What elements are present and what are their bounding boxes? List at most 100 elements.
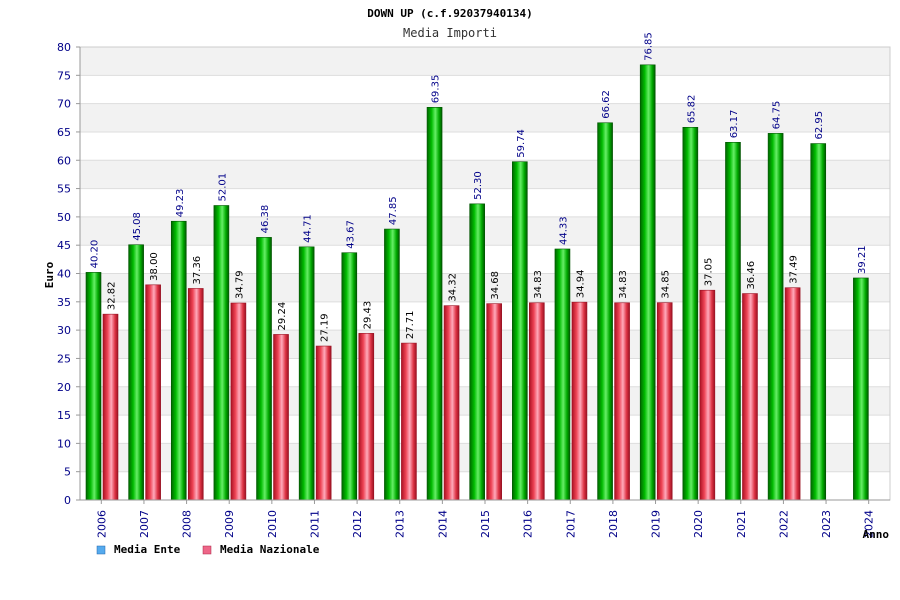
value-labels: 40.20 32.82 45.08 38.00 49.23 37.36 52.01 34.79…	[90, 32, 868, 342]
value-label-ente-2013: 47.85	[388, 196, 399, 225]
legend: Media Ente Media Nazionale	[96, 543, 320, 556]
grid-band	[80, 131, 890, 161]
y-tick-label: 5	[64, 466, 71, 479]
y-tick-label: 50	[57, 211, 71, 224]
x-tick-label-2019: 2019	[650, 510, 663, 538]
value-label-ente-2021: 63.17	[729, 110, 740, 139]
x-tick-label-2009: 2009	[223, 510, 236, 538]
x-axis-label: Anno	[863, 528, 890, 541]
value-label-ente-2008: 49.23	[175, 189, 186, 218]
value-label-ente-2011: 44.71	[303, 214, 314, 243]
value-label-nazionale-2022: 37.49	[789, 255, 800, 284]
y-tick-label: 80	[57, 41, 71, 54]
value-label-nazionale-2017: 34.94	[575, 270, 586, 299]
grid-band	[80, 103, 890, 132]
value-label-nazionale-2020: 37.05	[703, 258, 714, 287]
bar-ente-2008	[170, 220, 187, 501]
bars	[85, 64, 869, 501]
value-label-nazionale-2016: 34.83	[533, 270, 544, 299]
value-label-ente-2017: 44.33	[558, 216, 569, 245]
x-tick-label-2008: 2008	[181, 510, 194, 538]
bar-nazionale-2014	[443, 305, 460, 501]
y-tick-label: 20	[57, 381, 71, 394]
y-tick-label: 40	[57, 268, 71, 281]
value-label-nazionale-2008: 37.36	[192, 256, 203, 285]
value-label-ente-2019: 76.85	[644, 32, 655, 61]
x-tick-label-2018: 2018	[607, 510, 620, 538]
bar-ente-2019	[639, 64, 656, 501]
bar-nazionale-2008	[187, 288, 204, 501]
bar-nazionale-2007	[145, 284, 161, 501]
bar-ente-2024	[853, 277, 869, 501]
bar-ente-2022	[767, 133, 784, 501]
x-tick-label-2017: 2017	[564, 510, 577, 538]
x-tick-label-2020: 2020	[692, 510, 705, 538]
y-tick-label: 45	[57, 239, 71, 252]
legend-swatch-ente	[96, 545, 106, 555]
bar-ente-2020	[682, 126, 699, 501]
value-label-nazionale-2009: 34.79	[234, 270, 245, 299]
x-axis: 2006 2007 2008 2009 2010 2011 2012 2013 2014 2015…	[80, 499, 890, 538]
bar-nazionale-2011	[315, 345, 332, 501]
y-tick-label: 75	[57, 69, 71, 82]
bar-ente-2023	[810, 143, 827, 501]
bar-nazionale-2016	[529, 302, 545, 501]
x-tick-label-2023: 2023	[820, 510, 833, 538]
value-label-nazionale-2013: 27.71	[405, 310, 416, 339]
y-tick-label: 25	[57, 352, 71, 365]
bar-nazionale-2009	[230, 302, 247, 501]
x-tick-label-2010: 2010	[266, 510, 279, 538]
x-tick-label-2022: 2022	[777, 510, 790, 538]
bar-ente-2017	[554, 248, 571, 501]
bar-ente-2021	[725, 141, 741, 501]
y-tick-label: 35	[57, 296, 71, 309]
x-tick-label-2016: 2016	[522, 510, 535, 538]
x-tick-label-2024: 2024	[863, 510, 876, 538]
bar-nazionale-2022	[784, 287, 801, 501]
x-tick-label-2015: 2015	[479, 510, 492, 538]
bar-ente-2007	[128, 244, 144, 501]
value-label-ente-2006: 40.20	[90, 240, 101, 269]
value-label-nazionale-2021: 36.46	[746, 261, 757, 290]
x-tick-label-2007: 2007	[138, 510, 151, 538]
x-tick-label-2012: 2012	[351, 510, 364, 538]
value-label-nazionale-2014: 34.32	[448, 273, 459, 302]
bar-nazionale-2017	[571, 301, 588, 501]
bar-nazionale-2019	[656, 302, 673, 501]
value-label-ente-2012: 43.67	[345, 220, 356, 249]
y-tick-label: 60	[57, 154, 71, 167]
y-tick-label: 70	[57, 98, 71, 111]
grid-band	[80, 160, 890, 189]
bar-ente-2006	[85, 272, 102, 501]
bar-ente-2014	[426, 107, 443, 501]
value-label-nazionale-2012: 29.43	[362, 301, 373, 330]
value-label-ente-2016: 59.74	[516, 129, 527, 158]
y-axis-label: Euro	[43, 261, 56, 288]
bar-ente-2013	[384, 228, 400, 501]
x-tick-label-2011: 2011	[308, 510, 321, 538]
bar-nazionale-2020	[699, 289, 716, 501]
value-label-nazionale-2015: 34.68	[490, 271, 501, 300]
y-axis: 0 5 10 15 20 25 30 35 40 45 50 55 60 65 70 75 80	[57, 41, 81, 507]
chart-title: DOWN UP (c.f.92037940134)	[367, 7, 533, 20]
x-tick-label-2014: 2014	[436, 510, 449, 538]
y-tick-label: 10	[57, 437, 71, 450]
value-label-ente-2020: 65.82	[686, 95, 697, 124]
value-label-nazionale-2011: 27.19	[320, 313, 331, 342]
legend-swatch-nazionale	[202, 545, 212, 555]
value-label-ente-2010: 46.38	[260, 205, 271, 234]
value-label-nazionale-2010: 29.24	[277, 302, 288, 331]
bar-nazionale-2010	[273, 334, 289, 501]
y-tick-label: 15	[57, 409, 71, 422]
bar-nazionale-2013	[401, 342, 417, 501]
value-label-nazionale-2018: 34.83	[618, 270, 629, 299]
legend-label-nazionale: Media Nazionale	[220, 543, 320, 556]
y-tick-label: 65	[57, 126, 71, 139]
grid-band	[80, 47, 890, 76]
y-tick-label: 55	[57, 183, 71, 196]
value-label-ente-2022: 64.75	[772, 101, 783, 130]
bar-ente-2011	[298, 246, 315, 501]
value-label-ente-2023: 62.95	[814, 111, 825, 140]
bar-ente-2018	[597, 122, 613, 501]
